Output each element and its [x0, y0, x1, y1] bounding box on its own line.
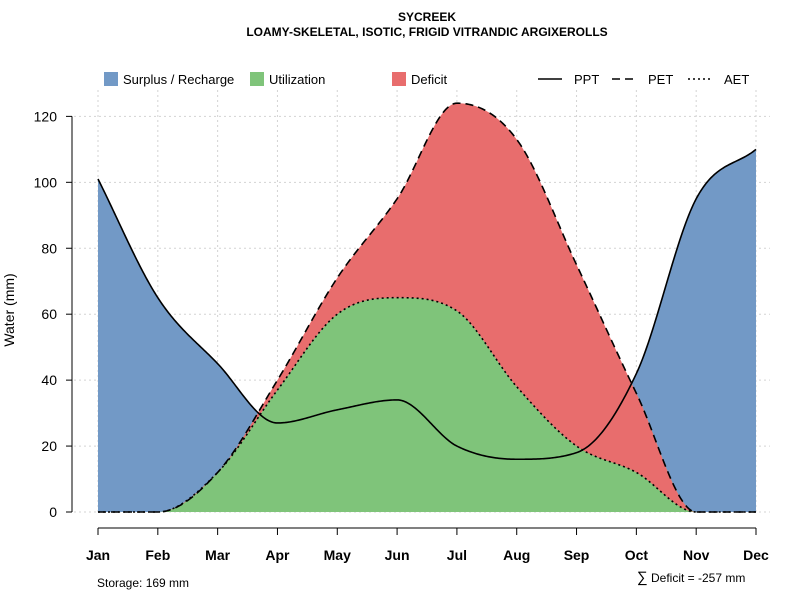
x-tick-label: Nov	[683, 547, 710, 563]
y-tick-label: 60	[41, 306, 57, 322]
x-tick-label: Dec	[743, 547, 769, 563]
legend-label: Deficit	[411, 72, 448, 87]
sum-symbol-icon: ∑	[637, 569, 648, 586]
series-line-pet	[98, 102, 756, 513]
chart-subtitle: LOAMY-SKELETAL, ISOTIC, FRIGID VITRANDIC…	[246, 25, 607, 39]
legend-label: PET	[648, 72, 673, 87]
x-tick-label: Feb	[145, 547, 170, 563]
x-tick-label: Apr	[265, 547, 290, 563]
utilization-area	[98, 297, 756, 512]
x-tick-label: Sep	[564, 547, 590, 563]
area-fills	[98, 103, 756, 512]
x-tick-label: Mar	[205, 547, 230, 563]
chart-title: SYCREEK	[398, 10, 456, 24]
deficit-annotation: Deficit = -257 mm	[651, 571, 745, 585]
legend-swatch	[104, 72, 118, 86]
x-tick-label: Jan	[86, 547, 110, 563]
x-tick-label: May	[324, 547, 351, 563]
legend-label: Surplus / Recharge	[123, 72, 234, 87]
x-tick-label: Jul	[447, 547, 467, 563]
legend-swatch	[392, 72, 406, 86]
y-tick-label: 0	[49, 504, 57, 520]
x-tick-label: Aug	[503, 547, 530, 563]
y-tick-label: 40	[41, 372, 57, 388]
series-lines	[97, 102, 757, 513]
x-tick-label: Jun	[385, 547, 410, 563]
y-tick-label: 20	[41, 438, 57, 454]
y-tick-label: 100	[34, 174, 58, 190]
legend: Surplus / Recharge Utilization Deficit PPT P…	[104, 72, 749, 87]
legend-swatch	[250, 72, 264, 86]
series-line-ppt	[97, 148, 757, 461]
legend-label: Utilization	[269, 72, 325, 87]
y-axis-label: Water (mm)	[1, 273, 17, 346]
legend-label: AET	[724, 72, 749, 87]
y-tick-label: 80	[41, 240, 57, 256]
axes: 0 20 40 60 80 100 120 Jan Feb Mar Apr May Jun Jul Aug S…	[34, 108, 769, 563]
series-line-aet	[98, 296, 756, 513]
x-tick-label: Oct	[625, 547, 649, 563]
legend-label: PPT	[574, 72, 599, 87]
storage-annotation: Storage: 169 mm	[97, 576, 189, 590]
y-tick-label: 120	[34, 108, 58, 124]
